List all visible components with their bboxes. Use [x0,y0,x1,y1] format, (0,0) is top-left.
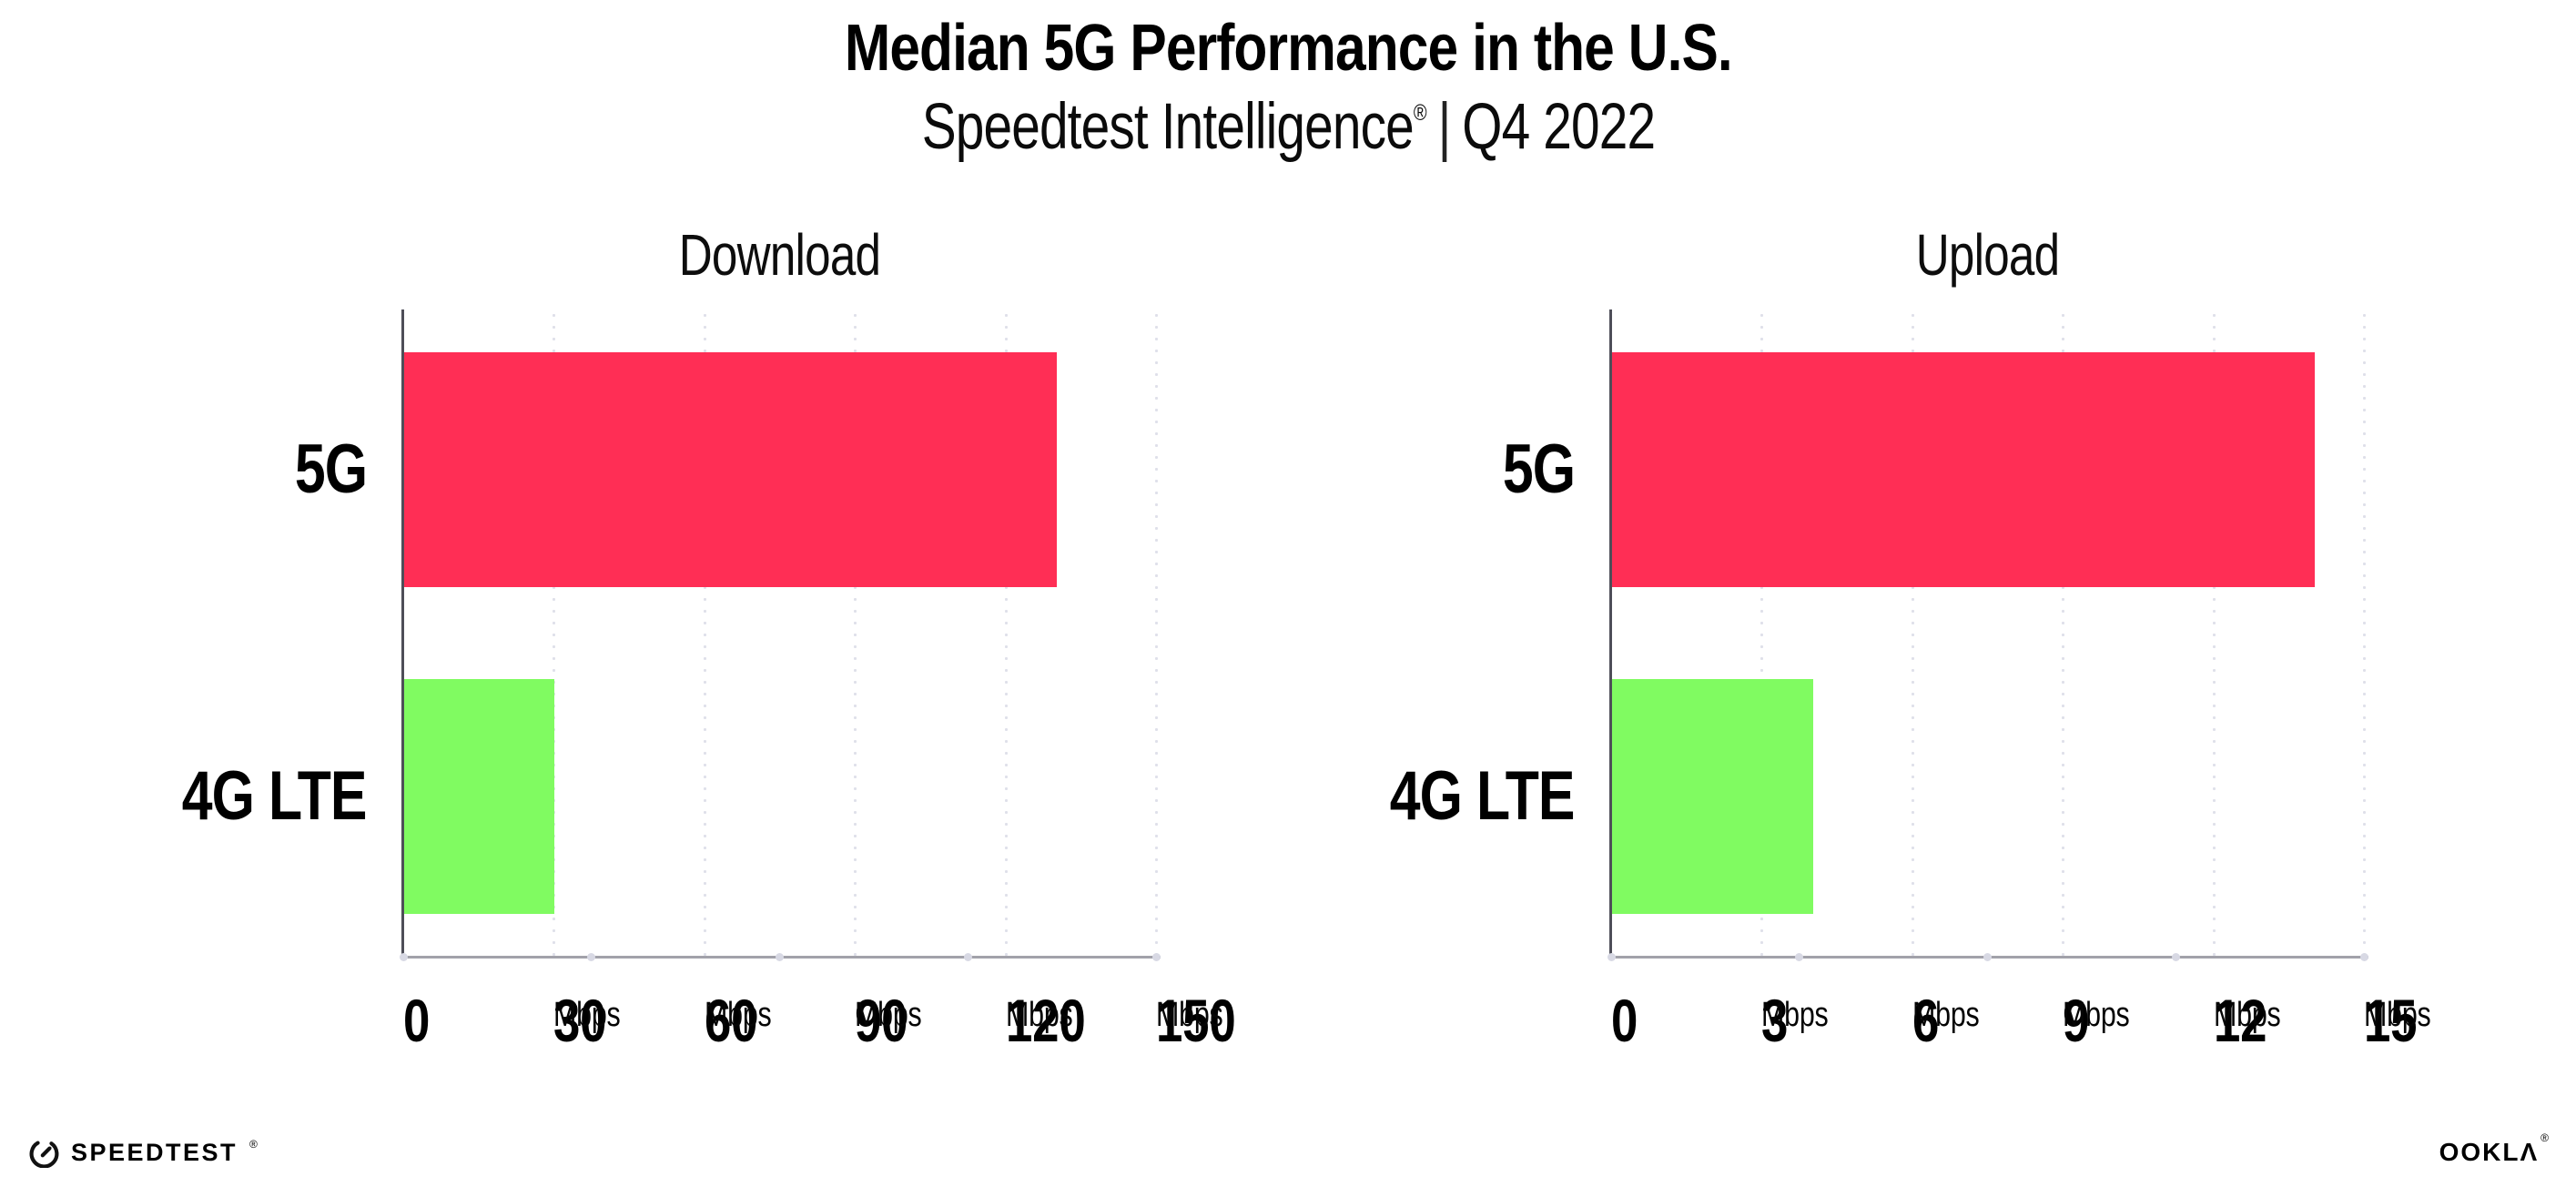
tick-value: 0 [1611,987,1638,1054]
ookla-logo: OOKLΛ ® [2439,1131,2549,1166]
bar-5g-upload [1612,352,2315,587]
tick-value: 120 [1005,987,1086,1054]
axis-dot [963,953,972,961]
gridline-12-mbps [2212,309,2216,958]
category-label-5g-download: 5G [294,431,368,508]
tick-value: 12 [2213,987,2267,1054]
category-label-5g-upload: 5G [1502,431,1576,508]
tick-value: 60 [704,987,758,1054]
axis-dot [1151,953,1161,961]
speedtest-trademark: ® [249,1138,258,1151]
tick-value: 30 [553,987,607,1054]
registered-mark: ® [1413,100,1426,127]
gridline-60-mbps [703,309,706,958]
tick-label-120-download: 120 Mbps [906,979,1106,1050]
y-axis-line [401,309,404,959]
subtitle-product: Speedtest Intelligence [921,91,1414,163]
page-title-text: Median 5G Performance in the U.S. [844,12,1733,85]
tick-unit: Mbps [2213,996,2281,1034]
page-subtitle: Speedtest Intelligence® | Q4 2022 [0,91,2576,163]
tick-unit: Mbps [855,996,922,1034]
tick-label-6-upload: 6 Mbps [1812,979,2013,1050]
axis-dot [2359,953,2368,961]
tick-label-3-upload: 3 Mbps [1661,979,1861,1050]
tick-value: 9 [2063,987,2090,1054]
tick-unit: Mbps [1156,996,1223,1034]
gridline-15-mbps [2363,309,2366,958]
tick-value: 3 [1761,987,1789,1054]
gridline-30-mbps [553,309,556,958]
gridline-90-mbps [854,309,857,958]
axis-dot [587,953,596,961]
tick-unit: Mbps [1005,996,1073,1034]
bar-4g-lte-upload [1612,679,1813,914]
tick-label-30-download: 30 Mbps [453,979,654,1050]
gridline-120-mbps [1004,309,1008,958]
tick-value: 6 [1912,987,1939,1054]
subtitle-separator: | [1437,91,1451,163]
tick-unit: Mbps [1912,996,1980,1034]
tick-label-9-upload: 9 Mbps [1962,979,2163,1050]
tick-label-150-download: 150 Mbps [1056,979,1256,1050]
tick-label-0-upload: 0 [1511,979,1711,1050]
speedtest-wordmark: SPEEDTEST [71,1138,238,1166]
tick-value: 15 [2364,987,2418,1054]
axis-dot [776,953,784,961]
speedtest-gauge-icon [29,1141,59,1168]
bar-4g-lte-download [404,679,555,914]
category-label-4g-lte-download: 4G LTE [182,757,368,835]
plot-area-upload [1607,309,2368,961]
tick-label-12-upload: 12 Mbps [2114,979,2314,1050]
axis-dot [1607,953,1616,961]
plot-area-download [399,309,1161,961]
speedtest-logo: SPEEDTEST ® [27,1137,258,1168]
tick-value: 90 [855,987,908,1054]
tick-label-15-upload: 15 Mbps [2264,979,2464,1050]
gridline-6-mbps [1911,309,1914,958]
axis-dot [399,953,408,961]
tick-unit: Mbps [2063,996,2130,1034]
chart-title-download: Download [678,222,881,288]
tick-unit: Mbps [553,996,621,1034]
axis-dot [2171,953,2180,961]
tick-value: 0 [403,987,431,1054]
tick-label-0-download: 0 [303,979,503,1050]
gridline-3-mbps [1760,309,1764,958]
page-title: Median 5G Performance in the U.S. [0,12,2576,85]
tick-unit: Mbps [1761,996,1829,1034]
gridline-150-mbps [1155,309,1158,958]
ookla-wordmark: OOKLΛ [2439,1138,2540,1166]
tick-value: 150 [1156,987,1236,1054]
chart-title-upload: Upload [1915,222,2060,288]
category-label-4g-lte-upload: 4G LTE [1390,757,1576,835]
axis-dot [1983,953,1992,961]
tick-label-60-download: 60 Mbps [604,979,805,1050]
gridline-9-mbps [2062,309,2065,958]
bar-5g-download [404,352,1057,587]
y-axis-line [1609,309,1612,959]
subtitle-period: Q4 2022 [1461,91,1656,163]
axis-dot [1795,953,1804,961]
tick-label-90-download: 90 Mbps [755,979,955,1050]
tick-unit: Mbps [704,996,772,1034]
ookla-trademark: ® [2541,1131,2549,1144]
tick-unit: Mbps [2364,996,2431,1034]
